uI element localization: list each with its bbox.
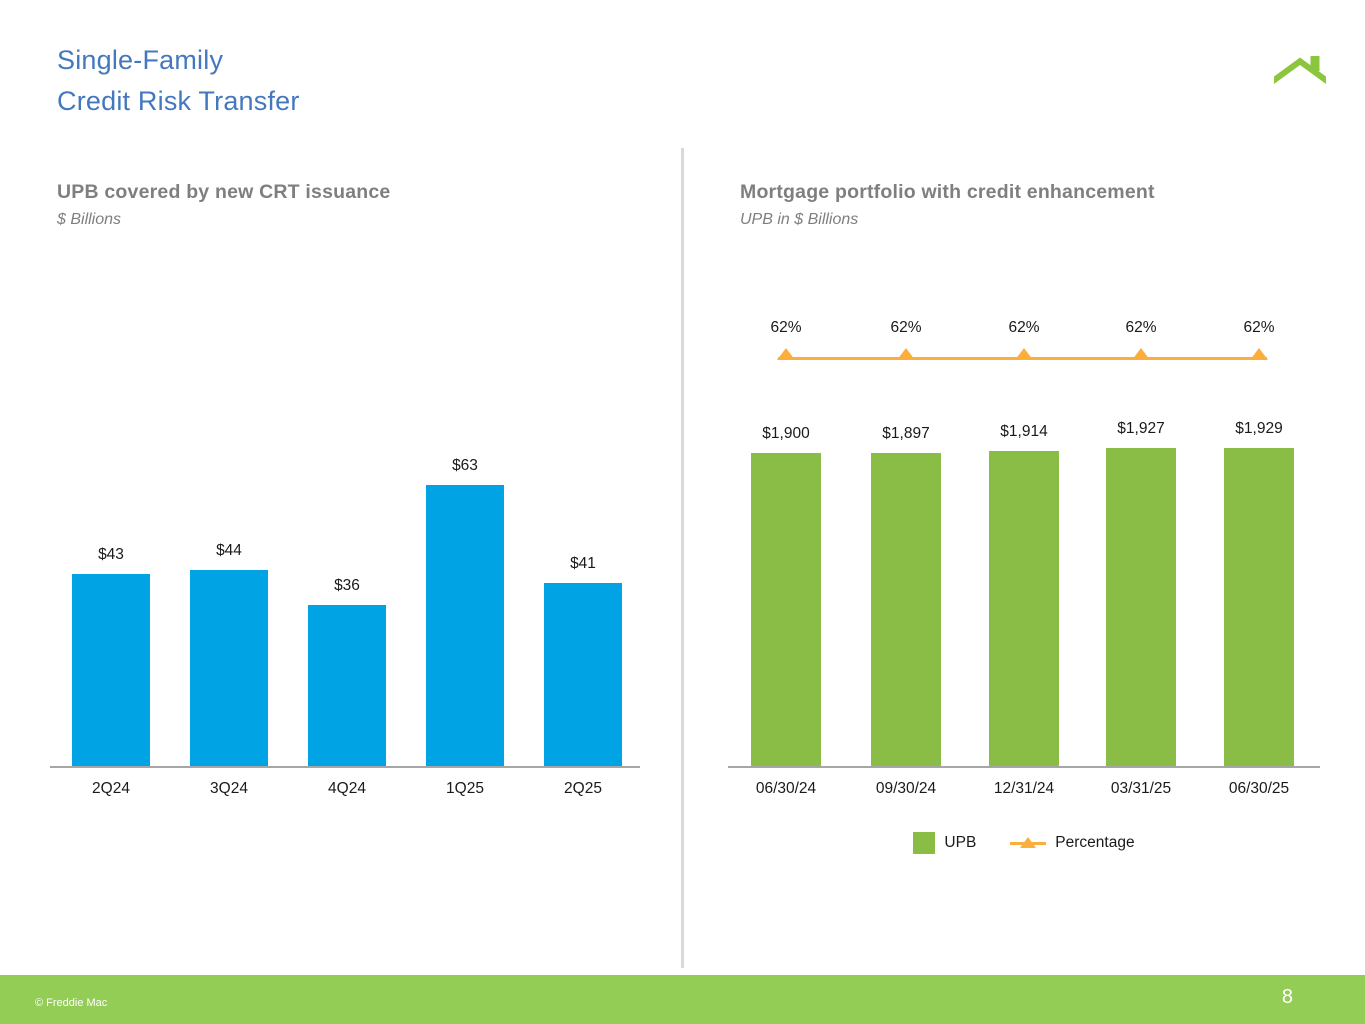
percentage-marker-icon: [1250, 348, 1268, 360]
freddie-mac-house-logo-icon: [1274, 56, 1326, 84]
right-chart-title: Mortgage portfolio with credit enhanceme…: [740, 181, 1155, 203]
upb-swatch-icon: [913, 832, 936, 854]
axis-label-4Q24: 4Q24: [328, 780, 366, 797]
bar-06/30/25: [1224, 448, 1294, 766]
page-title-line1: Single-Family: [57, 45, 224, 75]
axis-label-3Q24: 3Q24: [210, 780, 248, 797]
bar-value-2Q25: $41: [570, 555, 596, 573]
bar-value-09/30/24: $1,897: [882, 425, 930, 443]
axis-label-2Q24: 2Q24: [92, 780, 130, 797]
bar-4Q24: [308, 605, 386, 766]
axis-label-2Q25: 2Q25: [564, 780, 602, 797]
panel-divider: [681, 148, 684, 968]
right-chart-plot: $1,900 06/30/24 62% $1,897 09/30/24 62% $1,914…: [728, 275, 1320, 797]
bar-value-2Q24: $43: [98, 546, 124, 564]
left-chart-title: UPB covered by new CRT issuance: [57, 181, 391, 203]
percentage-marker-icon: [1015, 348, 1033, 360]
bar-2Q24: [72, 574, 150, 766]
axis-label-06/30/25: 06/30/25: [1228, 780, 1290, 797]
page-title: Single-Family Credit Risk Transfer: [57, 40, 300, 122]
percentage-marker-icon: [777, 348, 795, 360]
left-chart-plot: $43 2Q24 $44 3Q24 $36 4Q24 $63 1Q25 $41 2Q25: [50, 275, 640, 797]
legend-percentage-label: Percentage: [1055, 834, 1135, 851]
percentage-label-12/31/24: 62%: [1008, 319, 1040, 336]
bar-12/31/24: [989, 450, 1059, 766]
bar-value-3Q24: $44: [216, 541, 242, 559]
percentage-label-03/31/25: 62%: [1125, 319, 1157, 336]
axis-label-06/30/24: 06/30/24: [755, 780, 817, 797]
page-title-line2: Credit Risk Transfer: [57, 86, 300, 116]
bar-value-12/31/24: $1,914: [1000, 422, 1048, 440]
legend-item-percentage: Percentage: [1010, 834, 1135, 852]
percentage-marker-icon: [1010, 836, 1047, 850]
percentage-label-09/30/24: 62%: [890, 319, 922, 336]
percentage-label-06/30/25: 62%: [1243, 319, 1275, 336]
footer-bar: © Freddie Mac 8: [0, 975, 1365, 1024]
percentage-marker-icon: [897, 348, 915, 360]
right-chart-legend: UPB Percentage: [728, 832, 1320, 854]
bar-03/31/25: [1106, 448, 1176, 766]
percentage-marker-icon: [1132, 348, 1150, 360]
axis-label-09/30/24: 09/30/24: [875, 780, 937, 797]
footer-copyright: © Freddie Mac: [35, 997, 108, 1009]
axis-label-12/31/24: 12/31/24: [993, 780, 1055, 797]
bar-value-06/30/24: $1,900: [762, 424, 810, 442]
bar-2Q25: [544, 583, 622, 766]
bar-value-03/31/25: $1,927: [1117, 420, 1165, 438]
bar-06/30/24: [751, 452, 821, 766]
percentage-label-06/30/24: 62%: [770, 319, 802, 336]
left-chart-subtitle: $ Billions: [57, 211, 122, 228]
bar-value-4Q24: $36: [334, 577, 360, 595]
right-chart-subtitle: UPB in $ Billions: [740, 211, 859, 228]
axis-label-1Q25: 1Q25: [446, 780, 484, 797]
bar-value-1Q25: $63: [452, 457, 478, 475]
legend-upb-label: UPB: [944, 834, 977, 851]
right-panel-heading: Mortgage portfolio with credit enhanceme…: [740, 181, 1340, 229]
axis-label-03/31/25: 03/31/25: [1110, 780, 1172, 797]
bar-09/30/24: [871, 453, 941, 766]
legend-item-upb: UPB: [913, 832, 976, 854]
bar-1Q25: [426, 485, 504, 766]
bar-3Q24: [190, 569, 268, 766]
left-panel-heading: UPB covered by new CRT issuance $ Billio…: [57, 181, 657, 229]
bar-value-06/30/25: $1,929: [1235, 420, 1283, 437]
page-number: 8: [1281, 986, 1293, 1008]
